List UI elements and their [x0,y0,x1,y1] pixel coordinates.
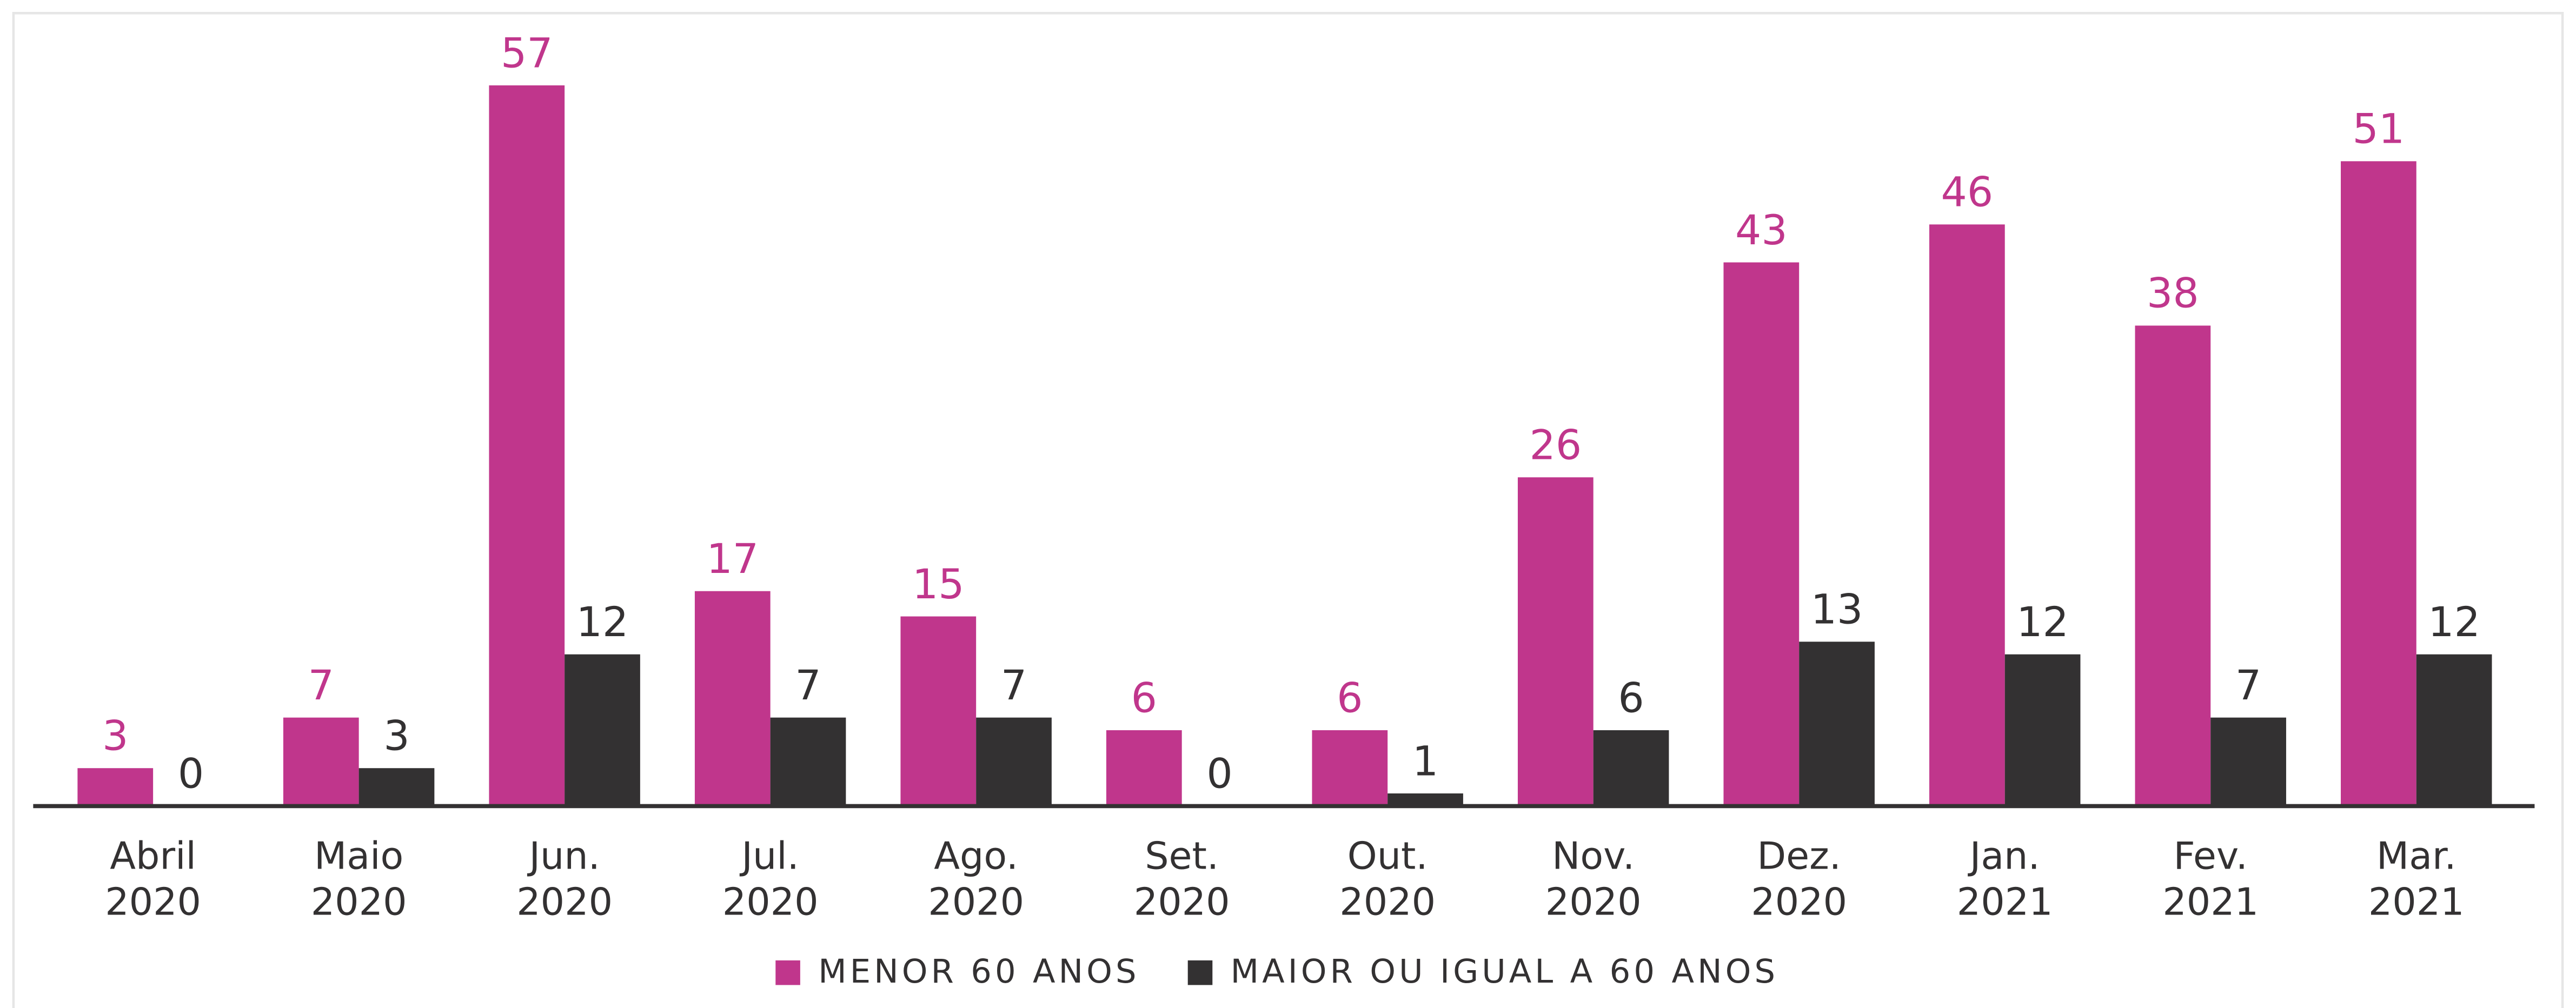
bar [77,768,154,806]
bar [1517,477,1594,806]
x-tick-label: 2021 [2162,880,2259,924]
x-tick-label: 2021 [1957,880,2053,924]
legend-swatch [775,960,800,985]
bar [2416,654,2492,806]
value-label: 7 [1001,662,1027,709]
bar [694,591,771,806]
bar [2341,161,2416,806]
bar [283,717,359,806]
x-tick-label: 2020 [1545,880,1642,924]
x-tick-label: Maio [314,835,403,878]
value-label: 6 [1337,674,1363,722]
value-label: 6 [1618,674,1644,722]
frame [12,12,2564,1008]
value-label: 38 [2147,270,2199,317]
bar [2210,717,2286,806]
bar [976,717,1052,806]
value-label: 3 [102,712,128,760]
x-tick-label: Ago. [934,835,1018,878]
bar [1593,730,1669,806]
bar [565,654,640,806]
legend-label: MENOR 60 ANOS [818,953,1139,991]
x-tick-label: Jun. [527,835,600,878]
value-label: 7 [2235,662,2261,709]
bar [1929,224,2005,806]
x-tick-label: Jan. [1968,835,2040,878]
value-label: 15 [912,560,965,608]
x-tick-label: Jul. [739,835,799,878]
value-label: 12 [576,598,629,646]
value-label: 0 [178,750,204,798]
value-label: 43 [1735,206,1788,254]
value-label: 6 [1131,674,1157,722]
value-label: 51 [2353,105,2405,153]
value-label: 17 [706,535,759,583]
x-tick-label: 2020 [928,880,1024,924]
x-tick-label: 2020 [1751,880,1847,924]
x-tick-label: Set. [1145,835,1219,878]
x-tick-label: 2020 [105,880,201,924]
bar [1387,793,1463,806]
value-label: 12 [2016,598,2069,646]
x-tick-label: 2020 [311,880,407,924]
value-label: 0 [1206,750,1232,798]
x-tick-label: 2020 [722,880,819,924]
value-label: 12 [2428,598,2480,646]
bar [1799,642,1875,806]
x-tick-label: Dez. [1757,835,1841,878]
value-label: 26 [1530,421,1582,469]
value-label: 46 [1941,169,1994,216]
bar [2135,325,2211,806]
value-label: 7 [795,662,821,709]
x-tick-label: 2020 [1134,880,1230,924]
x-tick-label: 2021 [2368,880,2465,924]
bar [1312,730,1388,806]
value-label: 13 [1811,586,1863,633]
x-tick-label: 2020 [516,880,613,924]
bar [900,616,977,806]
value-label: 3 [383,712,409,760]
value-label: 7 [308,662,334,709]
bar [1106,730,1182,806]
bar [1723,262,1800,806]
bar [2004,654,2081,806]
x-tick-label: Abril [110,835,196,878]
x-tick-label: Mar. [2376,835,2457,878]
bar [358,768,435,806]
value-label: 57 [501,29,553,77]
value-label: 1 [1412,737,1438,785]
bar [770,717,846,806]
bar [489,85,565,806]
x-tick-label: 2020 [1339,880,1436,924]
legend-label: MAIOR OU IGUAL A 60 ANOS [1231,953,1778,991]
x-tick-label: Fev. [2173,835,2247,878]
x-tick-label: Out. [1347,835,1428,878]
x-tick-label: Nov. [1552,835,1635,878]
legend-swatch [1187,960,1213,985]
